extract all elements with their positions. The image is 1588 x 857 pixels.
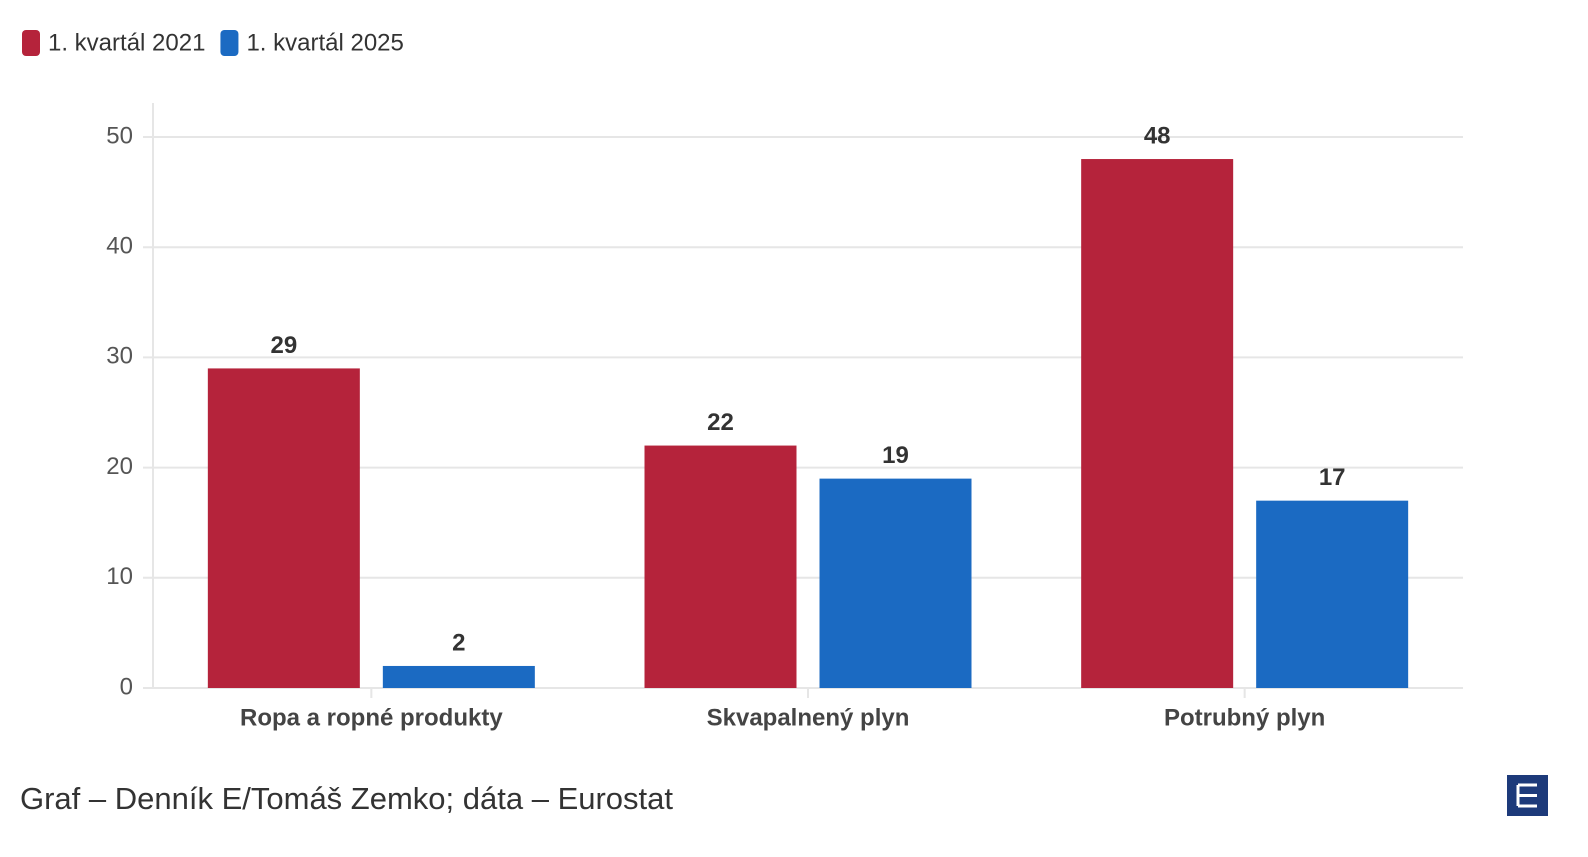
bar [644, 445, 797, 688]
y-tick-label: 50 [106, 122, 133, 149]
legend-label: 1. kvartál 2021 [48, 29, 205, 56]
bar [1081, 159, 1234, 689]
data-label: 17 [1319, 464, 1346, 491]
y-tick-label: 10 [106, 563, 133, 590]
x-tick-label: Potrubný plyn [1164, 704, 1325, 731]
source: Graf – Denník E/Tomáš Zemko; dáta – Euro… [20, 781, 673, 816]
data-label: 22 [707, 409, 734, 436]
y-tick-label: 30 [106, 343, 133, 370]
y-tick-label: 20 [106, 453, 133, 480]
data-label: 19 [882, 442, 909, 469]
x-tick-label: Ropa a ropné produkty [240, 704, 503, 731]
legend-swatch [220, 30, 239, 56]
bar [207, 368, 360, 688]
x-tick-label: Skvapalnený plyn [707, 704, 910, 731]
data-label: 29 [270, 332, 297, 359]
y-tick-label: 40 [106, 233, 133, 260]
legend-swatch [22, 30, 40, 56]
data-label: 48 [1144, 122, 1171, 149]
legend-label: 1. kvartál 2025 [246, 29, 403, 56]
bar [1256, 500, 1409, 688]
bar [819, 478, 972, 688]
data-label: 2 [452, 629, 465, 656]
logo [1507, 775, 1548, 816]
bar [382, 665, 535, 688]
y-tick-label: 0 [120, 673, 133, 700]
